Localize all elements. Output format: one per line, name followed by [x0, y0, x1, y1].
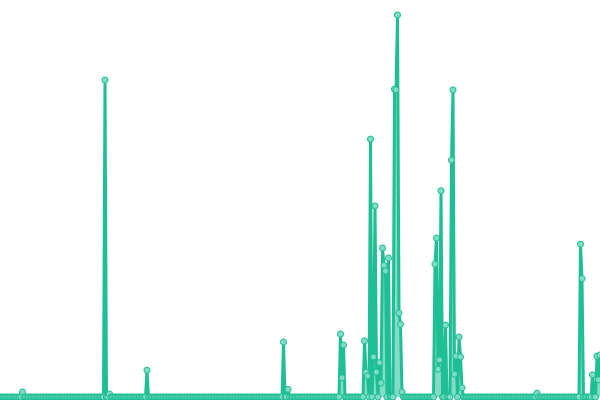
- data-point: [434, 365, 442, 373]
- data-point: [374, 393, 382, 400]
- data-point: [284, 385, 292, 393]
- data-point: [431, 260, 439, 268]
- data-point: [338, 374, 346, 382]
- point-layer: [0, 11, 600, 400]
- data-point: [368, 393, 376, 400]
- series-line: [0, 13, 600, 399]
- data-point: [394, 11, 401, 19]
- data-point: [578, 275, 586, 283]
- data-point: [101, 76, 109, 84]
- data-point: [364, 372, 371, 380]
- data-point: [389, 393, 397, 400]
- data-point: [397, 320, 404, 328]
- data-point: [448, 156, 455, 164]
- data-point: [433, 234, 440, 242]
- data-point: [337, 330, 344, 338]
- data-point: [370, 353, 377, 361]
- data-point: [335, 393, 343, 400]
- data-point: [371, 202, 379, 210]
- data-point: [455, 333, 463, 341]
- data-point: [446, 393, 454, 400]
- data-point: [395, 309, 403, 317]
- data-point: [589, 371, 596, 379]
- data-point: [143, 366, 151, 374]
- data-point: [379, 244, 386, 252]
- data-point: [436, 356, 443, 364]
- data-point: [392, 86, 400, 94]
- data-point: [454, 393, 461, 400]
- data-point: [280, 338, 287, 346]
- data-point: [385, 254, 392, 262]
- data-point: [377, 379, 385, 387]
- data-point: [595, 376, 600, 384]
- area-layer: [0, 15, 600, 397]
- data-point: [367, 135, 374, 143]
- series-area: [0, 15, 600, 397]
- data-point: [596, 351, 600, 359]
- data-point: [437, 187, 445, 195]
- data-point: [457, 353, 464, 361]
- data-point: [451, 370, 458, 378]
- data-point: [340, 341, 347, 349]
- data-point: [442, 321, 449, 329]
- data-point: [430, 393, 437, 400]
- data-point: [449, 86, 457, 94]
- data-point: [380, 261, 388, 269]
- line-layer: [0, 13, 600, 399]
- data-point: [382, 267, 389, 275]
- data-point: [376, 359, 383, 367]
- data-point: [577, 240, 584, 248]
- data-point: [458, 384, 466, 392]
- data-point: [361, 337, 368, 345]
- data-point: [373, 368, 380, 376]
- data-point: [592, 393, 599, 400]
- data-point: [359, 393, 367, 400]
